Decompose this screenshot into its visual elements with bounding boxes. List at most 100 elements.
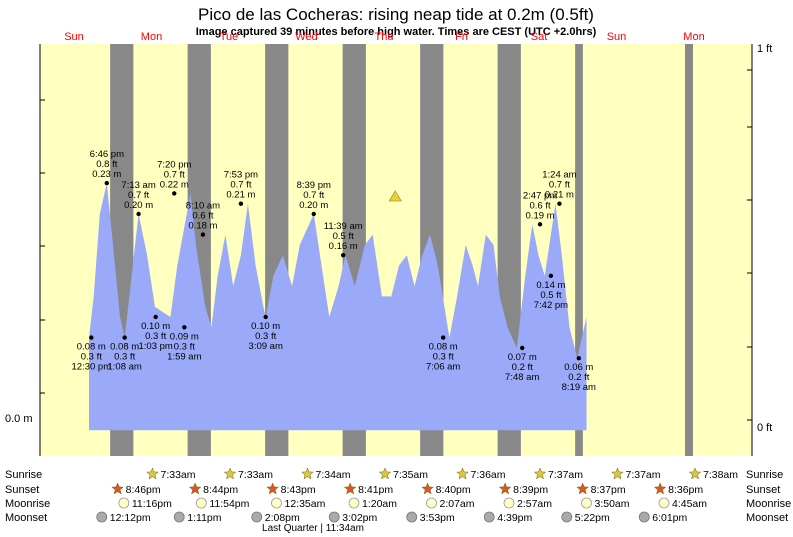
night-band — [685, 44, 693, 456]
extreme-m-label: 0.08 m — [110, 342, 139, 353]
astro-row-label-left: Sunset — [5, 484, 39, 496]
moonrise-time: 1:20am — [362, 498, 397, 510]
astro-row-label-left: Sunrise — [5, 469, 42, 481]
sunrise-star-icon — [378, 467, 392, 480]
extreme-time-label: 8:10 am — [186, 201, 220, 212]
moonrise-moon-icon — [426, 497, 437, 509]
day-of-week-label: Mon — [683, 31, 704, 43]
extreme-point — [576, 356, 581, 361]
extreme-point — [238, 201, 244, 206]
sunset-star-icon — [653, 482, 667, 495]
day-of-week-label: Tue — [220, 31, 239, 43]
sunrise-time: 7:38am — [703, 469, 738, 481]
extreme-ft-label: 0.3 ft — [81, 352, 102, 363]
extreme-time-label: 3:09 am — [249, 341, 283, 352]
extreme-time-label: 7:06 am — [426, 362, 460, 373]
moonset-moon-icon — [251, 511, 263, 523]
sunrise-star-icon — [223, 467, 237, 480]
extreme-point — [104, 180, 110, 186]
moon-phase-note: Last Quarter | 11:34am — [262, 523, 364, 534]
sunset-star-icon — [111, 482, 124, 495]
sunset-time: 8:36pm — [668, 484, 703, 496]
day-of-week-label: Mon — [141, 31, 162, 43]
extreme-point — [263, 314, 268, 320]
extreme-m-label: 0.09 m — [170, 331, 199, 342]
moonrise-moon-icon — [348, 497, 360, 509]
extreme-point — [520, 345, 525, 351]
extreme-time-label: 7:48 am — [505, 372, 539, 383]
day-of-week-label: Sun — [607, 31, 627, 43]
sunrise-star-icon — [301, 467, 314, 480]
extreme-ft-label: 0.6 ft — [529, 200, 550, 211]
moonset-time: 6:01pm — [652, 512, 687, 524]
moonset-moon-icon — [173, 511, 185, 523]
moonset-moon-icon — [328, 511, 340, 523]
extreme-point — [440, 335, 446, 340]
moonset-time: 5:22pm — [575, 512, 610, 524]
extreme-ft-label: 0.7 ft — [128, 190, 149, 201]
chart-subtitle: Image captured 39 minutes before high wa… — [196, 26, 597, 38]
extreme-m-label: 0.21 m — [545, 190, 574, 201]
moonset-moon-icon — [406, 511, 418, 523]
sunrise-time: 7:33am — [161, 469, 196, 481]
extreme-m-label: 0.08 m — [77, 342, 106, 353]
astro-row-label-right: Moonset — [746, 512, 788, 524]
extreme-m-label: 0.10 m — [251, 321, 280, 332]
right-axis-label: 0 ft — [757, 422, 772, 434]
extreme-ft-label: 0.3 ft — [433, 352, 454, 363]
astro-row-label-right: Sunrise — [746, 469, 783, 481]
extreme-point — [537, 222, 543, 227]
extreme-time-label: 7:20 pm — [157, 159, 191, 170]
sunset-time: 8:43pm — [281, 484, 316, 496]
sunset-star-icon — [266, 482, 279, 495]
moonrise-moon-icon — [271, 497, 282, 509]
astro-row-label-right: Sunset — [746, 484, 780, 496]
moonrise-time: 2:57am — [517, 498, 552, 510]
astro-row-label-left: Moonrise — [5, 498, 50, 510]
extreme-m-label: 0.16 m — [329, 241, 358, 252]
astro-row-label-left: Moonset — [5, 512, 47, 524]
extreme-point — [153, 314, 158, 320]
sunset-time: 8:46pm — [126, 484, 161, 496]
extreme-ft-label: 0.7 ft — [303, 190, 324, 201]
right-axis-label: 1 ft — [757, 43, 772, 55]
moonrise-moon-icon — [118, 497, 130, 509]
moonrise-moon-icon — [195, 497, 207, 509]
moonrise-time: 4:45am — [672, 498, 707, 510]
moonrise-time: 12:35am — [285, 498, 326, 510]
sunset-star-icon — [188, 482, 202, 495]
day-of-week-label: Sat — [531, 31, 548, 43]
extreme-time-label: 1:59 am — [167, 351, 201, 362]
tide-area — [89, 183, 587, 431]
axes: 0.0 m 0 ft 1 ft — [5, 43, 772, 456]
extreme-time-label: 8:19 am — [562, 382, 596, 393]
extreme-m-label: 0.20 m — [124, 200, 153, 211]
extreme-point — [136, 211, 141, 217]
extreme-time-label: 8:39 pm — [297, 180, 331, 191]
moonset-moon-icon — [96, 511, 108, 523]
sunset-time: 8:40pm — [436, 484, 471, 496]
extreme-time-label: 7:53 pm — [224, 170, 258, 181]
extreme-m-label: 0.06 m — [564, 362, 593, 373]
sunrise-time: 7:37am — [626, 469, 661, 481]
extreme-ft-label: 0.3 ft — [255, 331, 276, 342]
day-of-week-label: Sun — [64, 31, 84, 43]
extreme-point — [89, 335, 94, 340]
extreme-m-label: 0.18 m — [188, 221, 217, 232]
current-time-marker — [388, 190, 402, 202]
sunrise-star-icon — [146, 467, 159, 480]
moonset-time: 4:39pm — [497, 512, 532, 524]
moonset-moon-icon — [561, 511, 573, 523]
extreme-point — [341, 253, 346, 258]
extreme-point — [172, 191, 177, 196]
day-of-week-label: Wed — [295, 31, 317, 43]
extreme-ft-label: 0.6 ft — [192, 211, 213, 222]
moonrise-time: 11:16pm — [132, 498, 172, 510]
moonset-time: 12:12pm — [110, 512, 151, 524]
extreme-m-label: 0.21 m — [226, 190, 255, 201]
sunrise-time: 7:34am — [316, 469, 351, 481]
extreme-ft-label: 0.7 ft — [549, 180, 570, 191]
sunset-time: 8:41pm — [358, 484, 393, 496]
sunset-star-icon — [498, 482, 512, 495]
